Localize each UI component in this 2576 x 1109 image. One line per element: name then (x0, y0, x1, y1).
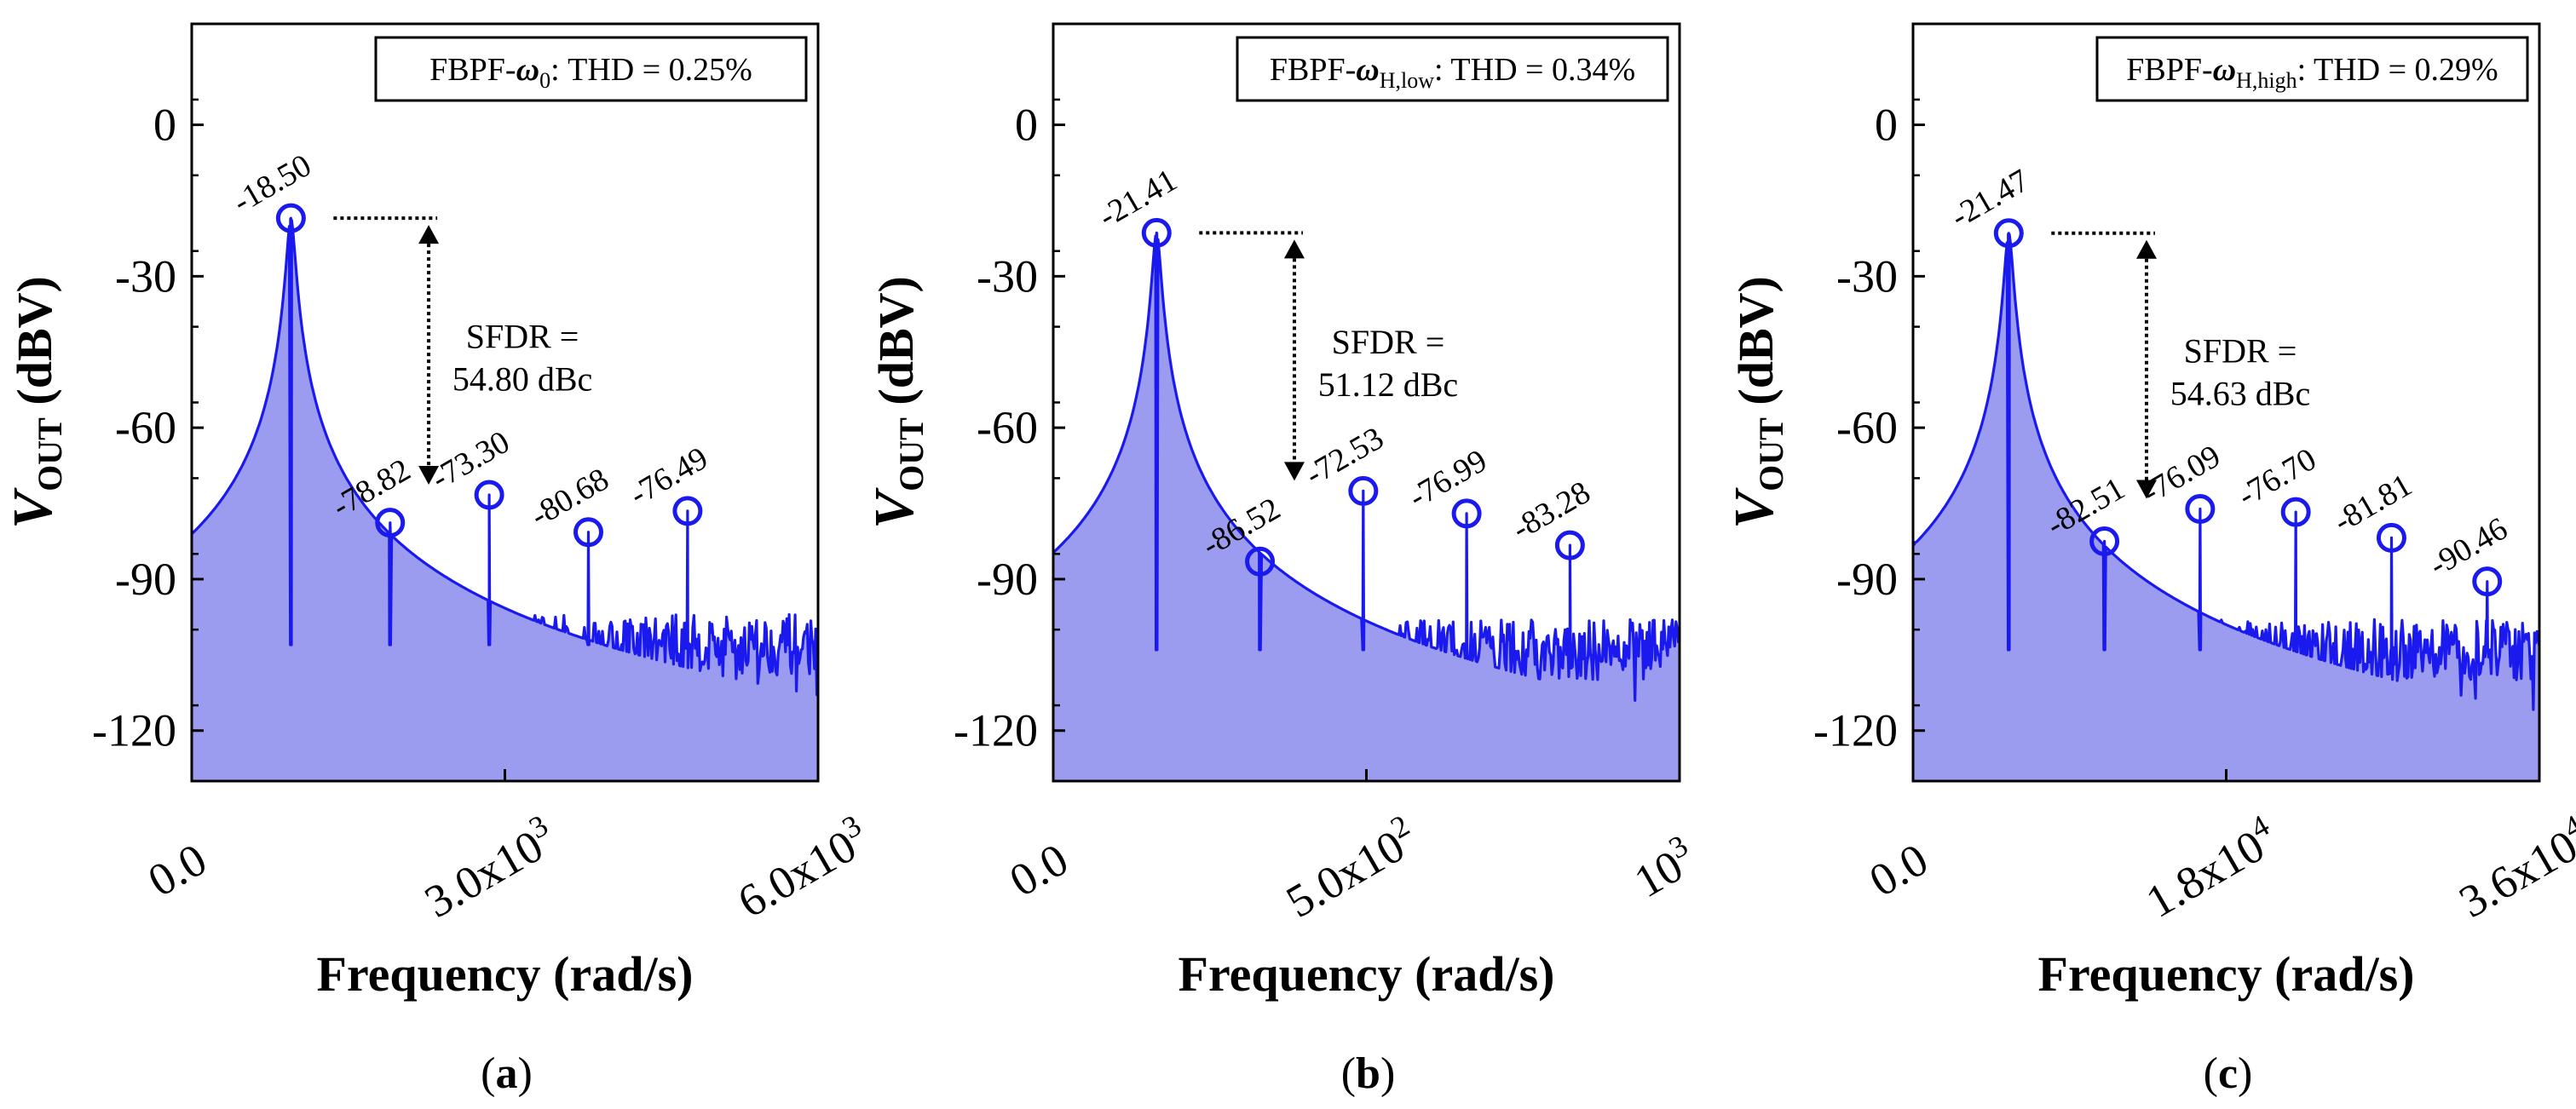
peak-marker (2089, 526, 2120, 557)
peak-label: -76.99 (1403, 443, 1493, 515)
y-tick-label: -120 (92, 705, 176, 756)
legend-box (374, 36, 808, 102)
peak-label: -90.46 (2423, 511, 2514, 583)
panel-caption: (b) (1341, 1049, 1396, 1098)
peak-marker (2472, 566, 2503, 597)
sfdr-arrowhead-down (2135, 480, 2157, 499)
peak-label: -21.47 (1945, 163, 2035, 235)
sfdr-value: 54.80 dBc (452, 360, 592, 399)
peak-label: -18.50 (227, 147, 317, 220)
sfdr-arrowhead-up (418, 225, 440, 244)
peak-marker (672, 496, 703, 526)
chart-panel-2: 0 -30 -60 -90 -120 0.0 5.0x102 103 Frequency (ra… (863, 22, 1704, 1098)
y-tick-label: -120 (1813, 705, 1898, 756)
y-tick-label: -30 (1836, 250, 1898, 302)
y-tick-label: 0 (1015, 100, 1038, 151)
y-tick-label: -30 (977, 250, 1038, 302)
peak-label: -76.09 (2136, 438, 2227, 510)
x-tick-label: 103 (1623, 828, 1704, 907)
x-tick-label: 1.8x104 (2135, 808, 2285, 928)
y-tick-label: -60 (1836, 402, 1898, 453)
peak-marker (1348, 475, 1379, 506)
spectrum-trace (1911, 232, 2541, 711)
panel-caption: (a) (481, 1049, 533, 1098)
peak-label: -81.81 (2327, 467, 2418, 539)
legend-box (2095, 36, 2529, 102)
legend-text: FBPF-ωH,high: THD = 0.29% (2126, 52, 2498, 93)
peak-marker (275, 203, 306, 233)
x-tick-label: 5.0x102 (1275, 808, 1426, 928)
y-tick-label: -30 (115, 250, 176, 302)
peak-marker (573, 517, 603, 548)
spectrum-trace (190, 216, 820, 697)
peak-label: -72.53 (1300, 420, 1390, 492)
y-tick-label: 0 (153, 100, 176, 151)
peak-marker (2280, 497, 2311, 527)
y-axis-title: VOUT (dBV) (2, 276, 69, 529)
peak-label: -73.30 (425, 424, 516, 497)
x-tick-label: 6.0x103 (727, 808, 878, 928)
peak-marker (1245, 546, 1276, 577)
x-axis-title: Frequency (rad/s) (1179, 946, 1555, 1002)
y-tick-label: -90 (977, 554, 1038, 605)
y-tick-label: -120 (954, 705, 1038, 756)
chart-panel-1: 0 -30 -60 -90 -120 0.0 3.0x103 6.0x103 Frequency… (2, 22, 878, 1098)
x-tick-label: 0.0 (140, 834, 215, 907)
sfdr-label: SFDR = (1332, 323, 1445, 361)
y-tick-label: 0 (1875, 100, 1898, 151)
spectrum-fill (192, 218, 818, 781)
sfdr-value: 51.12 dBc (1318, 365, 1458, 404)
x-tick-label: 0.0 (1001, 834, 1076, 907)
sfdr-label: SFDR = (2184, 332, 2297, 371)
legend-text: FBPF-ωH,low: THD = 0.34% (1270, 52, 1635, 93)
sfdr-label: SFDR = (466, 318, 579, 356)
peak-marker (1554, 530, 1585, 560)
peak-label: -76.49 (624, 440, 714, 513)
x-tick-label: 3.0x103 (413, 808, 564, 928)
legend-box (1236, 36, 1669, 102)
y-tick-label: -60 (977, 402, 1038, 453)
y-tick-label: -90 (115, 554, 176, 605)
x-tick-label: 0.0 (1861, 834, 1936, 907)
peak-marker (1451, 498, 1482, 529)
y-tick-label: -90 (1836, 554, 1898, 605)
y-axis-title: VOUT (dBV) (863, 276, 931, 529)
sfdr-arrowhead-up (2135, 239, 2157, 259)
sfdr-value: 54.63 dBc (2170, 375, 2310, 413)
spectrum-trace (1052, 231, 1681, 702)
sfdr-arrowhead-down (418, 465, 440, 485)
y-axis-title: VOUT (dBV) (1723, 276, 1790, 529)
peak-label: -21.41 (1092, 162, 1183, 234)
peak-label: -80.68 (524, 462, 614, 534)
peak-marker (2185, 493, 2216, 524)
peak-marker (2376, 522, 2406, 553)
x-axis-title: Frequency (rad/s) (317, 946, 694, 1002)
peak-label: -83.28 (1506, 474, 1596, 547)
y-tick-label: -60 (115, 402, 176, 453)
x-tick-label: 3.6x104 (2448, 808, 2576, 928)
x-axis-title: Frequency (rad/s) (2038, 946, 2415, 1002)
peak-marker (1141, 217, 1172, 248)
chart-panel-3: 0 -30 -60 -90 -120 0.0 1.8x104 3.6x104 Frequency… (1723, 22, 2576, 1098)
panel-caption: (c) (2204, 1049, 2253, 1098)
peak-label: -76.70 (2232, 441, 2322, 514)
sfdr-arrowhead-down (1283, 462, 1305, 481)
sfdr-arrowhead-up (1283, 239, 1305, 259)
peak-marker (474, 480, 504, 510)
peak-marker (375, 508, 406, 538)
peak-marker (1993, 218, 2024, 249)
legend-text: FBPF-ω0: THD = 0.25% (429, 52, 752, 93)
